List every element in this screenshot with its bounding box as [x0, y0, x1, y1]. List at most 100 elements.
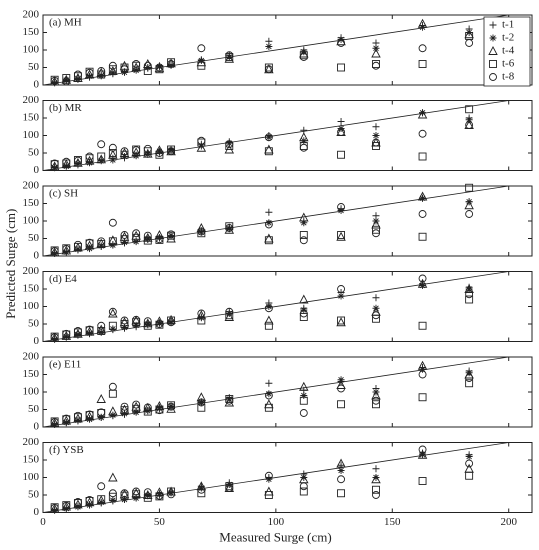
marker-square [197, 403, 206, 412]
marker-triangle [417, 449, 428, 459]
marker-circle [108, 489, 117, 498]
marker-star [167, 318, 175, 326]
marker-square [337, 231, 346, 239]
marker-circle [264, 471, 273, 480]
marker-plus [489, 21, 497, 29]
y-tick-label: 100 [23, 471, 40, 483]
marker-circle [143, 403, 152, 412]
marker-plus [265, 379, 273, 387]
marker-triangle [417, 18, 428, 28]
marker-circle [143, 231, 152, 240]
marker-square [418, 232, 427, 241]
marker-square [62, 74, 71, 82]
marker-triangle [166, 233, 176, 243]
marker-triangle [73, 499, 83, 509]
y-tick-label: 200 [23, 180, 40, 192]
marker-circle [85, 495, 94, 504]
marker-triangle [119, 231, 130, 241]
y-tick-label: 50 [28, 61, 40, 73]
y-tick-label: 200 [23, 9, 40, 21]
marker-plus [337, 118, 345, 125]
marker-circle [155, 235, 164, 244]
marker-circle [465, 121, 474, 129]
marker-square [132, 490, 141, 499]
marker-square [337, 63, 346, 72]
marker-triangle [96, 495, 106, 505]
marker-triangle [61, 159, 72, 169]
marker-star [419, 194, 427, 202]
marker-square [143, 493, 152, 502]
identity-line [42, 356, 509, 428]
marker-circle [197, 485, 206, 494]
marker-circle [155, 320, 164, 328]
marker-triangle [84, 69, 95, 79]
marker-circle [418, 274, 427, 283]
marker-square [167, 487, 176, 496]
marker-triangle [108, 149, 118, 159]
marker-square [108, 149, 117, 157]
marker-circle [62, 414, 71, 423]
marker-triangle [336, 231, 346, 241]
marker-triangle [336, 458, 346, 468]
marker-star [337, 467, 345, 474]
marker-circle [167, 490, 176, 499]
identity-line [42, 271, 509, 342]
marker-triangle [371, 390, 381, 400]
marker-square [97, 327, 106, 335]
marker-star [155, 63, 163, 71]
marker-triangle [49, 76, 60, 86]
y-tick-label: 200 [23, 436, 40, 448]
marker-star [489, 34, 497, 42]
marker-circle [50, 159, 59, 168]
marker-circle [50, 333, 59, 342]
marker-circle [85, 410, 94, 419]
marker-plus [265, 208, 273, 216]
marker-triangle [84, 326, 95, 336]
marker-triangle [61, 501, 72, 511]
marker-square [418, 60, 427, 68]
y-tick-label: 150 [23, 368, 40, 380]
marker-triangle [417, 109, 428, 119]
marker-star [97, 414, 105, 422]
marker-circle [143, 488, 152, 497]
marker-star [372, 474, 380, 481]
marker-triangle [371, 474, 381, 484]
y-tick-label: 150 [23, 26, 40, 38]
marker-triangle [224, 312, 235, 321]
marker-triangle [299, 381, 309, 391]
marker-square [97, 152, 106, 161]
marker-square [120, 491, 129, 500]
marker-square [465, 379, 474, 388]
marker-triangle [264, 315, 274, 325]
marker-triangle [61, 74, 72, 84]
marker-circle [50, 418, 59, 427]
marker-square [132, 404, 141, 413]
marker-circle [108, 143, 117, 152]
marker-triangle [108, 66, 118, 75]
marker-star [465, 285, 473, 293]
marker-circle [120, 402, 129, 411]
marker-triangle [96, 394, 106, 403]
marker-star [97, 157, 105, 165]
x-tick-label: 100 [268, 516, 285, 528]
marker-triangle [84, 155, 95, 165]
y-tick-label: 100 [23, 215, 40, 227]
marker-star [155, 319, 163, 327]
marker-square [108, 237, 117, 246]
marker-triangle [464, 369, 474, 379]
marker-circle [337, 203, 346, 211]
panel-frame [42, 271, 533, 342]
marker-triangle [196, 223, 207, 232]
marker-circle [418, 129, 427, 138]
marker-circle [132, 487, 141, 496]
marker-square [120, 406, 129, 415]
marker-circle [85, 325, 94, 334]
marker-circle [143, 144, 152, 153]
marker-square [418, 152, 427, 161]
x-axis-title: Measured Surge (cm) [219, 529, 331, 544]
marker-circle [372, 491, 380, 499]
marker-circle [97, 140, 106, 149]
marker-square [120, 150, 129, 159]
marker-circle [465, 290, 474, 299]
